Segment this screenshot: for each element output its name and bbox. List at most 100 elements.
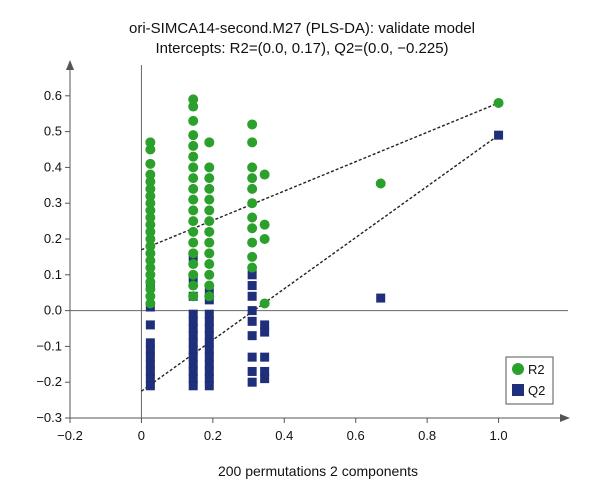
- q2-point: [188, 338, 198, 348]
- q2-point: [188, 309, 198, 319]
- r2-point: [145, 198, 156, 209]
- r2-point: [247, 262, 258, 273]
- r2-point: [204, 237, 215, 248]
- r2-point: [145, 241, 156, 252]
- chart-subtitle: Intercepts: R2=(0.0, 0.17), Q2=(0.0, −0.…: [155, 40, 448, 57]
- r2-point: [188, 94, 199, 105]
- r2-point: [188, 259, 199, 270]
- r2-point: [145, 158, 156, 169]
- y-tick-label: 0.0: [44, 303, 62, 318]
- r2-point: [493, 97, 504, 108]
- y-tick-label: −0.1: [36, 338, 62, 353]
- q2-point: [188, 359, 198, 369]
- r2-point: [204, 162, 215, 173]
- q2-point: [188, 331, 198, 341]
- y-tick-label: 0.3: [44, 195, 62, 210]
- q2-point: [204, 309, 214, 319]
- q2-point: [145, 366, 155, 376]
- r2-point: [188, 237, 199, 248]
- r2-point: [145, 212, 156, 223]
- legend-r2-label: R2: [528, 362, 545, 377]
- r2-line: [141, 102, 499, 251]
- r2-point: [145, 262, 156, 273]
- r2-point: [188, 226, 199, 237]
- r2-point: [247, 251, 258, 262]
- r2-point: [145, 234, 156, 244]
- r2-point: [204, 137, 215, 148]
- r2-point: [204, 291, 215, 302]
- q2-point: [247, 377, 257, 387]
- r2-point: [188, 248, 199, 259]
- r2-point: [188, 194, 199, 205]
- y-tick-label: −0.3: [36, 410, 62, 425]
- r2-point: [145, 269, 156, 280]
- q2-point: [247, 331, 257, 341]
- q2-point: [145, 345, 155, 355]
- r2-point: [145, 226, 156, 237]
- y-tick-label: −0.2: [36, 374, 62, 389]
- q2-point: [204, 345, 214, 355]
- r2-point: [375, 178, 386, 189]
- r2-point: [145, 219, 156, 230]
- r2-point: [204, 205, 215, 216]
- q2-point: [204, 381, 214, 391]
- q2-point: [247, 270, 257, 280]
- y-tick-label: 0.1: [44, 267, 62, 282]
- r2-point: [204, 259, 215, 270]
- q2-point: [247, 316, 257, 326]
- q2-point: [204, 331, 214, 341]
- r2-point: [145, 191, 156, 202]
- x-tick-label: −0.2: [57, 428, 83, 443]
- r2-point: [145, 183, 156, 194]
- q2-point: [204, 374, 214, 384]
- r2-point: [145, 205, 156, 216]
- legend-q2-label: Q2: [528, 383, 545, 398]
- x-tick-label: 0.8: [418, 428, 436, 443]
- r2-point: [188, 269, 199, 280]
- r2-point: [188, 183, 199, 194]
- r2-point: [204, 173, 215, 184]
- y-tick-label: 0.6: [44, 88, 62, 103]
- q2-point: [188, 345, 198, 355]
- q2-point: [204, 352, 214, 362]
- q2-point: [247, 352, 257, 362]
- y-tick-label: 0.2: [44, 231, 62, 246]
- r2-point: [247, 183, 258, 194]
- q2-point: [494, 130, 504, 140]
- r2-point: [259, 298, 270, 309]
- q2-point: [145, 381, 155, 391]
- q2-point: [247, 291, 257, 301]
- r2-point: [188, 280, 199, 291]
- r2-point: [188, 291, 199, 302]
- x-tick-label: 1.0: [490, 428, 508, 443]
- y-tick-label: 0.4: [44, 159, 62, 174]
- r2-point: [204, 226, 215, 237]
- q2-point: [188, 366, 198, 376]
- q2-point: [188, 352, 198, 362]
- q2-point: [145, 338, 155, 348]
- x-tick-label: 0.4: [275, 428, 293, 443]
- x-axis-label: 200 permutations 2 components: [218, 463, 418, 479]
- q2-point: [204, 316, 214, 326]
- r2-point: [188, 216, 199, 227]
- r2-point: [247, 162, 258, 173]
- q2-point: [188, 316, 198, 326]
- r2-point: [247, 119, 258, 130]
- q2-point: [188, 374, 198, 384]
- q2-point: [247, 306, 257, 316]
- q2-point: [188, 324, 198, 333]
- y-tick-label: 0.5: [44, 124, 62, 139]
- r2-point: [145, 176, 156, 187]
- r2-point: [145, 137, 156, 148]
- r2-point: [188, 101, 199, 112]
- r2-point: [145, 291, 156, 302]
- axes: −0.3 −0.2 −0.1 0.0 0.1 0.2 0.3 0.4 0.5 0.6 −0.2 0 0.…: [36, 60, 570, 443]
- r2-point: [145, 248, 156, 259]
- q2-point: [260, 366, 270, 376]
- q2-point: [376, 293, 386, 303]
- r2-point: [188, 115, 199, 126]
- r2-point: [247, 137, 258, 148]
- r2-point: [188, 140, 199, 151]
- x-tick-label: 0.2: [204, 428, 222, 443]
- r2-point: [188, 205, 199, 216]
